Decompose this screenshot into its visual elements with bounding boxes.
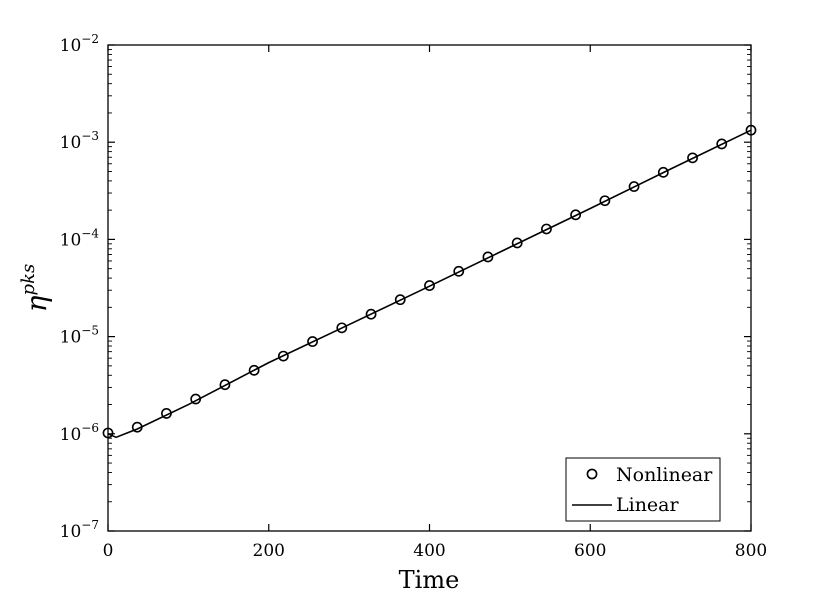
nonlinear-point <box>424 280 435 291</box>
x-tick-label: 0 <box>103 541 114 561</box>
legend-box <box>565 457 721 522</box>
nonlinear-point <box>482 251 494 263</box>
y-tick-label-base: 10 <box>60 133 82 153</box>
nonlinear-point <box>453 265 465 277</box>
nonlinear-point <box>745 124 757 136</box>
x-tick-label: 800 <box>735 541 767 561</box>
y-axis-title-superscript: pks <box>18 264 39 296</box>
nonlinear-point <box>657 166 669 178</box>
nonlinear-point <box>511 237 523 249</box>
nonlinear-point <box>541 223 552 235</box>
nonlinear-point <box>307 336 318 347</box>
nonlinear-point <box>570 209 582 221</box>
y-tick-label-base: 10 <box>60 36 82 56</box>
y-tick-label-base: 10 <box>60 328 82 348</box>
nonlinear-point <box>131 421 143 433</box>
linear-series-line <box>107 129 752 439</box>
y-tick-label-exponent: −6 <box>81 421 99 435</box>
y-axis-ticks: 10−710−610−510−410−310−2 <box>60 32 751 542</box>
y-tick-label-exponent: −2 <box>81 32 99 46</box>
nonlinear-point <box>336 322 348 334</box>
y-tick-label: 10−5 <box>60 324 99 348</box>
nonlinear-series-markers <box>102 124 757 439</box>
x-tick-label: 200 <box>253 541 285 561</box>
nonlinear-point <box>394 294 406 306</box>
y-tick-label: 10−6 <box>60 421 99 445</box>
y-tick-label: 10−4 <box>60 226 100 250</box>
nonlinear-point <box>219 379 231 391</box>
nonlinear-point <box>599 195 611 207</box>
y-tick-label-base: 10 <box>60 425 82 445</box>
nonlinear-point <box>248 364 260 376</box>
y-tick-label-exponent: −3 <box>81 129 99 143</box>
nonlinear-point <box>365 308 377 320</box>
y-tick-label-base: 10 <box>60 230 82 250</box>
y-tick-label-exponent: −7 <box>81 518 99 532</box>
x-tick-label: 400 <box>413 541 445 561</box>
y-axis-title-base: η <box>20 295 53 312</box>
nonlinear-point <box>628 181 640 192</box>
nonlinear-point <box>190 393 202 405</box>
x-axis-title: Time <box>399 566 460 594</box>
x-tick-label: 600 <box>574 541 606 561</box>
legend: Nonlinear Linear <box>565 457 721 522</box>
nonlinear-point <box>687 152 698 164</box>
y-tick-label: 10−3 <box>60 129 99 153</box>
y-tick-label: 10−2 <box>60 32 99 56</box>
legend-nonlinear-label: Nonlinear <box>616 464 713 486</box>
nonlinear-point <box>277 350 289 362</box>
nonlinear-point <box>161 408 172 419</box>
y-axis-title: ηpks <box>18 264 53 312</box>
nonlinear-point <box>102 427 114 439</box>
y-tick-label: 10−7 <box>60 518 99 542</box>
y-tick-label-base: 10 <box>60 522 82 542</box>
legend-nonlinear-marker <box>586 468 598 480</box>
nonlinear-point <box>716 138 728 150</box>
y-tick-label-exponent: −5 <box>81 324 99 338</box>
x-axis-ticks: 0 200 400 600 800 <box>103 45 767 561</box>
y-tick-label-exponent: −4 <box>81 226 99 240</box>
legend-linear-label: Linear <box>616 494 680 516</box>
